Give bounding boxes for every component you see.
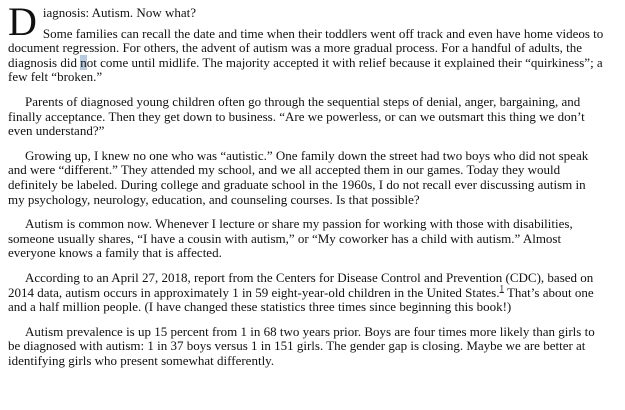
paragraph-growing-up: Growing up, I knew no one who was “autis… xyxy=(8,147,589,207)
paragraph-parents-steps: Parents of diagnosed young children ofte… xyxy=(8,93,585,139)
footnote-link-1[interactable]: 1 xyxy=(499,283,504,294)
paragraph-prevalence-stats: Autism prevalence is up 15 percent from … xyxy=(8,323,595,368)
paragraph-text: According to an April 27, 2018, report f… xyxy=(8,269,594,300)
drop-cap: D xyxy=(8,0,37,44)
paragraph-cdc-report: According to an April 27, 2018, report f… xyxy=(8,269,605,315)
paragraph-families-recall: Some families can recall the date and ti… xyxy=(8,25,605,85)
paragraph-text: ot come until midlife. The majority acce… xyxy=(8,54,603,85)
paragraph-autism-common: Autism is common now. Whenever I lecture… xyxy=(8,216,573,261)
highlighted-character: n xyxy=(80,54,87,70)
opening-line-text: iagnosis: Autism. Now what? xyxy=(42,5,196,20)
paragraph-text: That’s about one and a half million peop… xyxy=(8,284,594,315)
paragraph-text: Some families can recall the date and ti… xyxy=(8,25,604,70)
